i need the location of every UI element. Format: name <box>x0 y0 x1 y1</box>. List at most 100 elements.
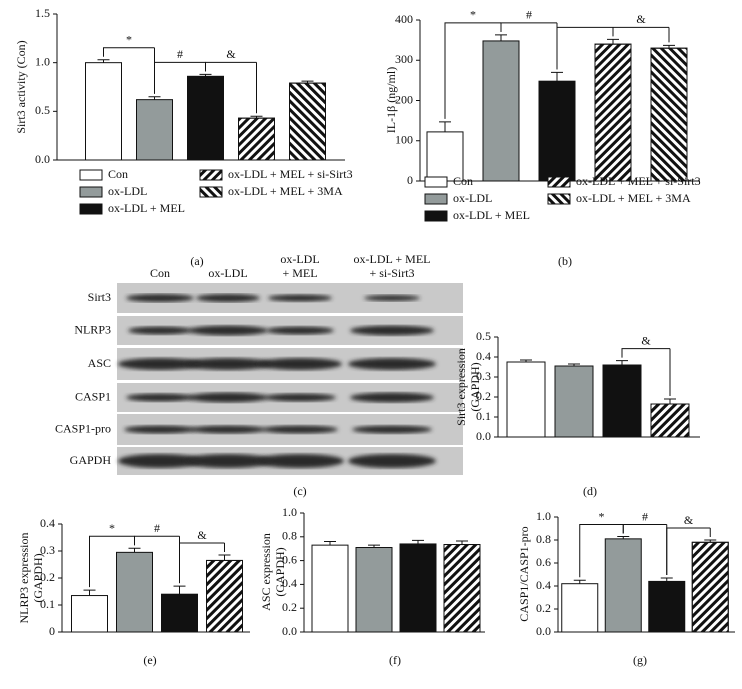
error-bar <box>83 589 96 596</box>
y-tick-label: 0.4 <box>536 578 551 592</box>
y-tick-label: 0.4 <box>282 576 297 590</box>
y-tick-label: 0.2 <box>40 570 55 584</box>
y-axis-label: ASC expression <box>259 533 273 611</box>
significance-mark: * <box>599 509 605 523</box>
blot-band <box>184 454 272 468</box>
significance-mark: * <box>470 8 476 22</box>
legend-swatch <box>424 210 448 222</box>
y-axis-label: CASP1/CASP1-pro <box>517 526 531 621</box>
y-axis-label: Sirt3 expression <box>454 348 468 426</box>
legend-label: ox-LDL + MEL + si-Sirt3 <box>576 174 701 188</box>
error-bar <box>704 539 717 543</box>
error-bar <box>412 539 424 544</box>
y-tick-label: 100 <box>395 133 413 147</box>
blot-band <box>124 425 196 434</box>
y-tick-label: 0.2 <box>476 389 491 403</box>
blot-column-label: ox-LDL + MEL <box>354 252 431 266</box>
y-tick-label: 0.8 <box>536 532 551 546</box>
y-tick-label: 0.3 <box>476 369 491 383</box>
significance-mark: # <box>177 47 183 61</box>
error-bar <box>218 554 231 561</box>
blot-band <box>350 325 434 336</box>
bar <box>399 543 437 633</box>
y-tick-label: 200 <box>395 92 413 106</box>
blot-row-label: ASC <box>88 356 111 370</box>
blot-band <box>196 294 260 302</box>
y-tick-label: 0.3 <box>40 543 55 557</box>
bar <box>602 364 642 438</box>
error-bar <box>199 73 212 77</box>
blot-band <box>128 326 192 335</box>
significance-mark: # <box>642 509 648 523</box>
y-tick-label: 0.1 <box>476 409 491 423</box>
error-bar <box>439 121 451 132</box>
error-bar <box>663 44 675 49</box>
significance-bracket <box>179 542 225 584</box>
error-bar <box>664 398 676 404</box>
legend-swatch <box>79 203 103 215</box>
y-axis-label: Sirt3 activity (Con) <box>14 40 28 133</box>
blot-row-label: CASP1-pro <box>55 421 111 435</box>
bar <box>538 80 576 182</box>
blot-band <box>348 454 436 468</box>
bar <box>506 361 546 438</box>
blot-band <box>268 294 332 302</box>
blot-column-label: Con <box>150 266 170 280</box>
error-bar <box>301 80 314 84</box>
significance-bracket <box>556 26 670 70</box>
bar-hatch <box>650 47 688 182</box>
legend-hatch <box>199 186 223 198</box>
error-bar <box>173 585 186 595</box>
y-tick-label: 0 <box>407 173 413 187</box>
blot-band <box>184 358 272 370</box>
y-tick-label: 0.0 <box>476 429 491 443</box>
bar-hatch <box>443 544 481 633</box>
error-bar <box>97 59 110 63</box>
significance-bracket <box>666 527 711 575</box>
legend-label: Con <box>108 167 128 181</box>
error-bar <box>324 541 336 546</box>
y-tick-label: 0.6 <box>282 552 297 566</box>
error-bar <box>616 360 628 365</box>
error-bar <box>456 540 468 545</box>
blot-band <box>262 425 338 434</box>
legend-label: Con <box>453 174 473 188</box>
legend-label: ox-LDL + MEL <box>453 208 530 222</box>
blot-row-label: NLRP3 <box>74 322 111 336</box>
bar <box>604 538 642 633</box>
blot-column-label: ox-LDL <box>208 266 247 280</box>
y-tick-label: 0.8 <box>282 529 297 543</box>
y-tick-label: 0.0 <box>282 624 297 638</box>
blot-column-label: + MEL <box>282 266 317 280</box>
y-tick-label: 1.0 <box>536 509 551 523</box>
bar <box>116 551 153 633</box>
bar-hatch <box>594 43 632 182</box>
y-tick-label: 0.6 <box>536 555 551 569</box>
bar <box>161 593 198 633</box>
bar <box>561 583 599 633</box>
blot-band <box>350 392 434 403</box>
y-tick-label: 1.0 <box>282 505 297 519</box>
y-axis-label: IL-1β (ng/ml) <box>384 67 398 133</box>
error-bar <box>568 363 580 366</box>
y-tick-label: 0.4 <box>476 349 491 363</box>
y-tick-label: 0.0 <box>536 624 551 638</box>
blot-band <box>256 454 344 468</box>
error-bar <box>573 579 586 584</box>
blot-band <box>188 392 268 403</box>
error-bar <box>148 96 161 100</box>
blot-row-label: CASP1 <box>75 389 111 403</box>
error-bar <box>128 547 141 553</box>
significance-mark: * <box>126 32 132 46</box>
y-axis-label: (GAPDH) <box>468 362 482 411</box>
significance-mark: * <box>109 521 115 535</box>
significance-mark: & <box>641 333 651 347</box>
bar <box>482 40 520 182</box>
significance-mark: & <box>684 513 694 527</box>
caption: (e) <box>143 653 156 667</box>
y-tick-label: 1.5 <box>35 6 50 20</box>
y-tick-label: 1.0 <box>35 54 50 68</box>
bar <box>355 547 393 633</box>
y-tick-label: 0 <box>49 624 55 638</box>
blot-band <box>190 425 266 434</box>
